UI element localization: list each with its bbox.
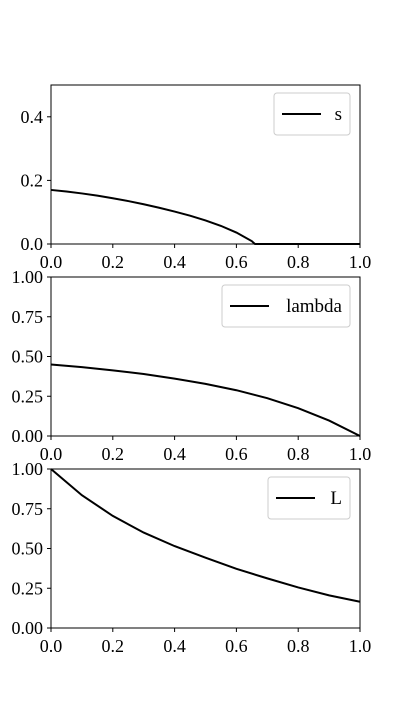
x-tick-label: 0.4 [163, 636, 186, 656]
y-tick-label: 0.25 [12, 578, 44, 598]
series-line-L [50, 468, 361, 603]
x-tick-label: 0.0 [40, 636, 63, 656]
legend-box [221, 284, 351, 328]
subplot-3: 0.0 0.2 0.4 0.6 0.8 1.0 0.00 0.25 0.50 0.75 1.00 L [12, 459, 372, 656]
y-tick-label: 0.2 [21, 170, 44, 190]
y-tick-label: 0.75 [12, 499, 44, 519]
y-tick-label: 0.75 [12, 307, 44, 327]
legend: s [273, 92, 351, 136]
x-tick-label: 0.2 [102, 636, 125, 656]
x-tick-label: 0.0 [40, 252, 63, 272]
legend-label: s [335, 104, 342, 125]
x-tick-label: 0.8 [287, 252, 310, 272]
y-tick-label: 0.50 [12, 539, 44, 559]
legend: L [267, 476, 351, 520]
x-tick-label: 0.8 [287, 444, 310, 464]
x-tick-label: 0.2 [102, 444, 125, 464]
legend-label: lambda [286, 296, 342, 317]
subplot-2: 0.0 0.2 0.4 0.6 0.8 1.0 0.00 0.25 0.50 0.75 1.00 la… [12, 267, 372, 464]
y-tick-label: 0.0 [21, 234, 44, 254]
y-tick-label: 0.00 [12, 426, 44, 446]
x-tick-label: 0.6 [225, 252, 248, 272]
subplot-1: 0.0 0.2 0.4 0.6 0.8 1.0 0.0 0.2 0.4 s [21, 84, 372, 272]
y-tick-label: 0.00 [12, 618, 44, 638]
x-tick-label: 0.4 [163, 252, 186, 272]
series-line-lambda [50, 363, 361, 437]
series-line-s [50, 188, 360, 245]
x-tick-label: 0.2 [102, 252, 125, 272]
y-tick-label: 0.50 [12, 347, 44, 367]
x-tick-label: 0.0 [40, 444, 63, 464]
y-tick-label: 0.4 [21, 107, 44, 127]
y-tick-label: 0.25 [12, 386, 44, 406]
y-tick-label: 1.00 [12, 459, 44, 479]
y-tick-label: 1.00 [12, 267, 44, 287]
x-tick-label: 1.0 [349, 444, 372, 464]
x-tick-label: 1.0 [349, 636, 372, 656]
legend: lambda [221, 284, 351, 328]
x-tick-label: 0.6 [225, 636, 248, 656]
x-tick-label: 1.0 [349, 252, 372, 272]
x-tick-label: 0.8 [287, 636, 310, 656]
axes-frame [50, 84, 361, 245]
x-tick-label: 0.6 [225, 444, 248, 464]
legend-label: L [330, 488, 342, 509]
x-tick-label: 0.4 [163, 444, 186, 464]
